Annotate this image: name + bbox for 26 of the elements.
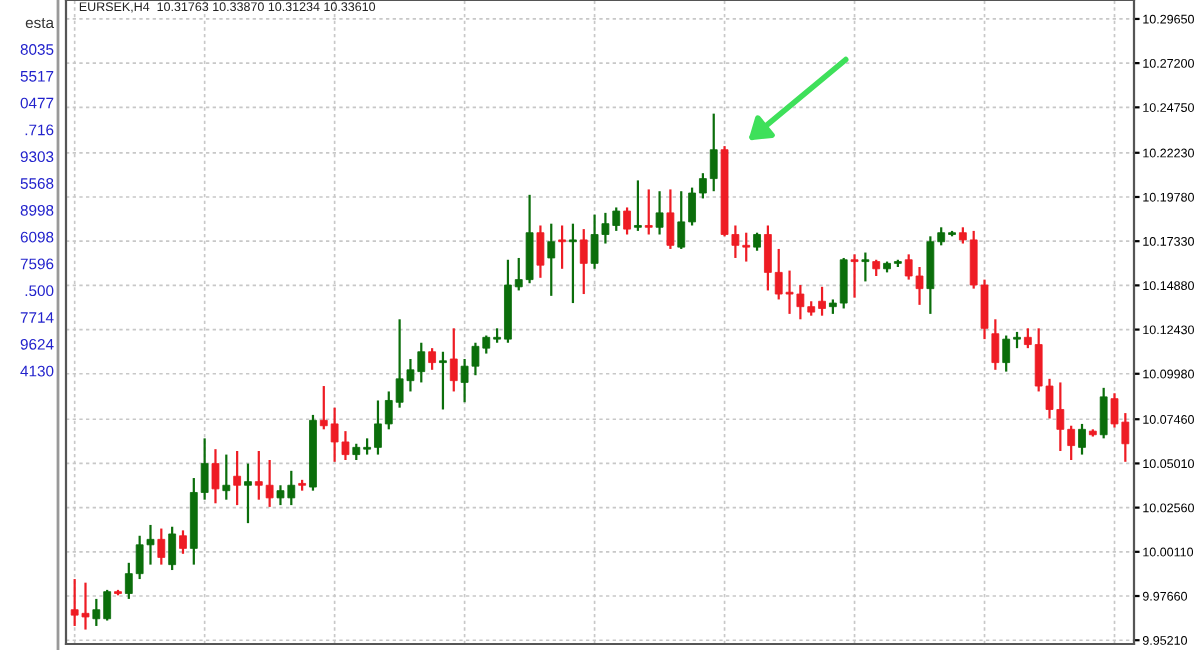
candlestick bbox=[233, 449, 242, 507]
candlestick bbox=[850, 253, 859, 299]
candlestick bbox=[168, 525, 177, 572]
candlestick bbox=[222, 453, 231, 501]
candlestick bbox=[623, 206, 631, 236]
candlestick bbox=[1099, 386, 1108, 440]
candlestick bbox=[644, 188, 653, 236]
candlestick bbox=[449, 327, 458, 393]
candlestick bbox=[211, 448, 220, 505]
candlestick bbox=[428, 347, 436, 371]
candlestick bbox=[1078, 422, 1086, 456]
candlestick bbox=[861, 251, 870, 283]
candlestick bbox=[579, 227, 588, 296]
candlestick bbox=[157, 527, 166, 566]
candlestick bbox=[558, 224, 566, 270]
candlestick bbox=[991, 318, 1000, 371]
candlestick bbox=[753, 231, 761, 252]
candlestick bbox=[439, 350, 447, 411]
candlestick bbox=[666, 188, 675, 251]
candlestick bbox=[547, 222, 556, 297]
candlestick bbox=[244, 462, 252, 525]
candlestick bbox=[634, 179, 642, 233]
candlestick bbox=[655, 190, 664, 236]
candlestick bbox=[569, 222, 577, 305]
candlestick bbox=[179, 529, 187, 555]
candlestick bbox=[536, 224, 545, 279]
